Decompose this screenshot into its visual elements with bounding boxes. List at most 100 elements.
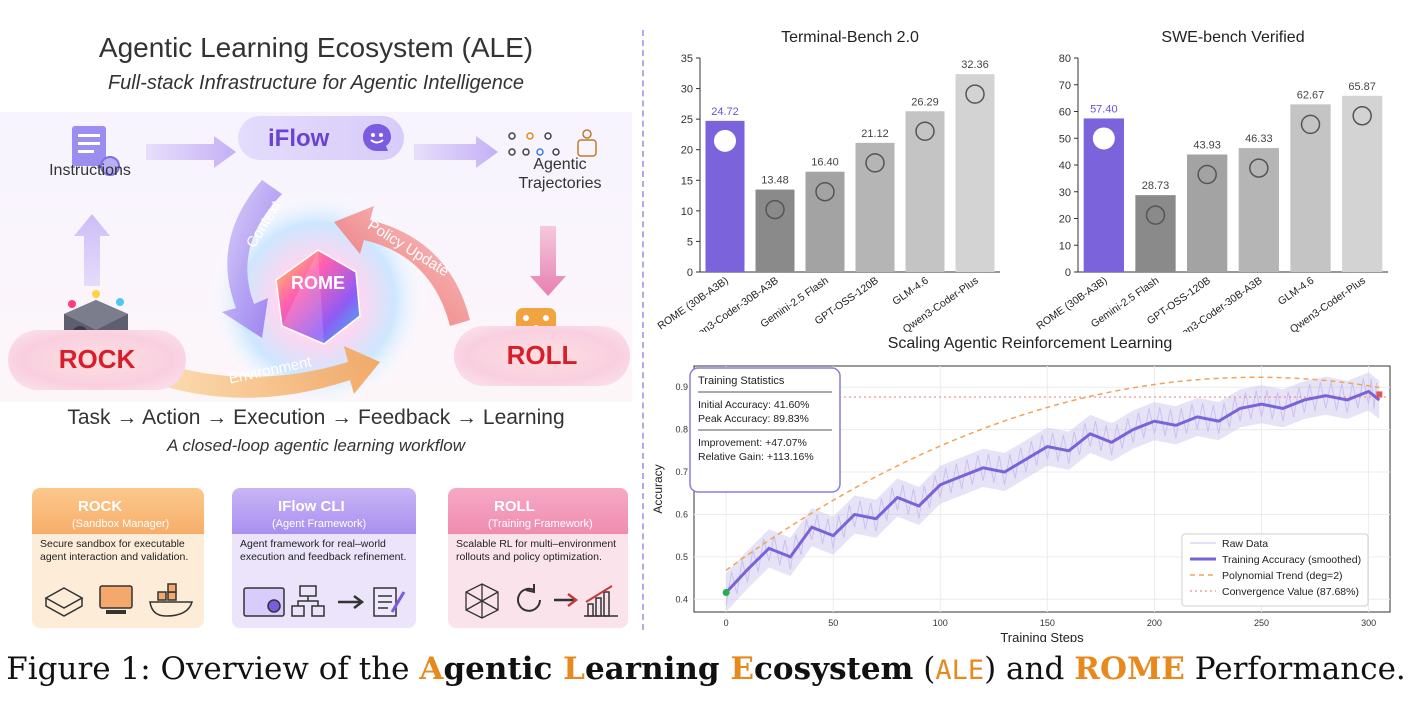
terminal-bench-chart: Terminal-Bench 2.00510152025303524.72ROM… bbox=[655, 29, 1000, 332]
y-tick-label: 30 bbox=[1059, 187, 1071, 199]
rock-node: ROCK bbox=[8, 330, 186, 390]
legend-box bbox=[1181, 533, 1369, 607]
flowchart-icon bbox=[291, 585, 325, 617]
ale-overview-panel: Agentic Learning Ecosystem (ALE) Full-st… bbox=[0, 20, 632, 635]
category-label: GLM-4.6 bbox=[1276, 275, 1316, 308]
bar bbox=[1238, 148, 1279, 272]
docker-whale-icon bbox=[149, 583, 193, 617]
bar-logo-icon bbox=[865, 153, 885, 173]
iflow-logo-icon bbox=[363, 124, 391, 151]
iflow-cli-card-icons bbox=[243, 585, 406, 617]
bar-logo-icon bbox=[714, 129, 736, 152]
y-axis-label: Accuracy bbox=[651, 464, 665, 513]
y-tick-label: 20 bbox=[1059, 214, 1071, 226]
y-tick-label: 70 bbox=[1059, 80, 1071, 92]
bar-value-label: 13.48 bbox=[761, 175, 789, 187]
arrow-iflow-to-trajectories bbox=[414, 136, 498, 168]
polynomial-trend-line bbox=[725, 376, 1380, 571]
y-tick-label: 5 bbox=[687, 236, 693, 248]
bar-logo-icon bbox=[1145, 205, 1166, 225]
y-tick-label: 0.9 bbox=[675, 382, 688, 392]
bar-value-label: 16.40 bbox=[811, 157, 839, 169]
bar-value-label: 24.72 bbox=[711, 106, 739, 118]
y-tick-label: 10 bbox=[681, 206, 693, 218]
instructions-label: Instructions bbox=[49, 162, 131, 179]
trajectories-label-line2: Trajectories bbox=[518, 175, 602, 192]
x-tick-label: 300 bbox=[1361, 618, 1376, 628]
figure-caption: Figure 1: Overview of the Agentic Learni… bbox=[6, 651, 1406, 687]
x-axis-label: Training Steps bbox=[1000, 630, 1084, 642]
y-tick-label: 0.6 bbox=[675, 509, 688, 519]
bar bbox=[1187, 154, 1228, 272]
x-tick-label: 250 bbox=[1254, 618, 1269, 628]
legend-label: Raw Data bbox=[1222, 538, 1268, 550]
arrow-instructions-to-iflow bbox=[146, 136, 236, 168]
roll-label: ROLL bbox=[506, 340, 578, 370]
rock-card-description: Secure sandbox for executable agent inter… bbox=[40, 538, 189, 563]
bar-value-label: 28.73 bbox=[1142, 180, 1170, 192]
stats-improvement: Improvement: +47.07% bbox=[698, 437, 807, 449]
rock-label: ROCK bbox=[58, 344, 136, 374]
y-tick-label: 0.8 bbox=[675, 425, 688, 435]
stats-initial-accuracy: Initial Accuracy: 41.60% bbox=[698, 399, 809, 411]
bar bbox=[805, 171, 845, 272]
bar-logo-icon bbox=[1092, 127, 1115, 150]
legend-label: Convergence Value (87.68%) bbox=[1222, 586, 1359, 598]
y-tick-label: 40 bbox=[1059, 160, 1071, 172]
arrow-trajectories-to-roll bbox=[530, 226, 566, 296]
rock-card-subtitle: (Sandbox Manager) bbox=[72, 518, 170, 530]
rock-card-title: ROCK bbox=[78, 498, 123, 515]
category-label: GLM-4.6 bbox=[890, 275, 930, 308]
peak-point-marker bbox=[1376, 391, 1383, 398]
bar-logo-icon bbox=[765, 199, 785, 220]
y-tick-label: 0 bbox=[1065, 267, 1071, 279]
iflow-label: iFlow bbox=[268, 125, 330, 152]
y-tick-label: 20 bbox=[681, 145, 693, 157]
panel-divider bbox=[642, 30, 644, 630]
bar-value-label: 26.29 bbox=[911, 96, 939, 108]
rock-card-icons bbox=[44, 583, 193, 617]
chart-title: Terminal-Bench 2.0 bbox=[781, 29, 919, 46]
y-tick-label: 0.4 bbox=[675, 594, 688, 604]
y-tick-label: 0.7 bbox=[675, 467, 688, 477]
bar-logo-icon bbox=[1300, 114, 1321, 135]
raw-data-band bbox=[726, 372, 1380, 612]
rome-label: ROME bbox=[291, 273, 345, 293]
bar bbox=[755, 189, 795, 272]
bar-value-label: 21.12 bbox=[861, 128, 889, 140]
browser-user-icon bbox=[243, 587, 285, 617]
chart-title: SWE-bench Verified bbox=[1161, 29, 1304, 46]
bar-value-label: 57.40 bbox=[1090, 103, 1118, 115]
instructions-icon bbox=[72, 126, 120, 176]
y-tick-label: 60 bbox=[1059, 107, 1071, 119]
y-tick-label: 10 bbox=[1059, 240, 1071, 252]
monitor-icon bbox=[99, 585, 133, 614]
x-tick-label: 0 bbox=[724, 618, 729, 628]
cycle-icon bbox=[517, 584, 541, 612]
bar-logo-icon bbox=[915, 121, 935, 142]
trajectories-label-line1: Agentic bbox=[533, 156, 587, 173]
y-tick-label: 80 bbox=[1059, 53, 1071, 65]
y-tick-label: 25 bbox=[681, 114, 693, 126]
bar bbox=[1290, 104, 1331, 272]
y-tick-label: 30 bbox=[681, 84, 693, 96]
environment-arrow bbox=[120, 346, 380, 398]
ecosystem-diagram bbox=[64, 126, 597, 410]
bar-logo-icon bbox=[1249, 158, 1269, 178]
iflow-cli-card-description: Agent framework for real–world execution … bbox=[240, 538, 407, 563]
x-tick-label: 100 bbox=[933, 618, 948, 628]
scaling-rl-chart: Scaling Agentic Reinforcement Learning 0 5… bbox=[651, 335, 1391, 642]
swe-bench-chart: SWE-bench Verified 0 10 20 30 40 50 60 70 80 57.40… bbox=[1034, 29, 1388, 332]
y-tick-label: 0 bbox=[687, 267, 693, 279]
bar bbox=[1342, 95, 1383, 272]
bar-value-label: 32.36 bbox=[961, 59, 989, 71]
smoothed-accuracy-line bbox=[725, 389, 1381, 594]
iflow-node: iFlow bbox=[238, 116, 404, 160]
policy-update-arrow bbox=[334, 206, 470, 326]
bar-value-label: 43.93 bbox=[1193, 139, 1221, 151]
roll-card-title: ROLL bbox=[494, 498, 535, 515]
right-arrow-icon bbox=[338, 595, 365, 609]
bar bbox=[855, 142, 895, 272]
x-tick-label: 200 bbox=[1147, 618, 1162, 628]
bar-logo-icon bbox=[1352, 106, 1372, 126]
